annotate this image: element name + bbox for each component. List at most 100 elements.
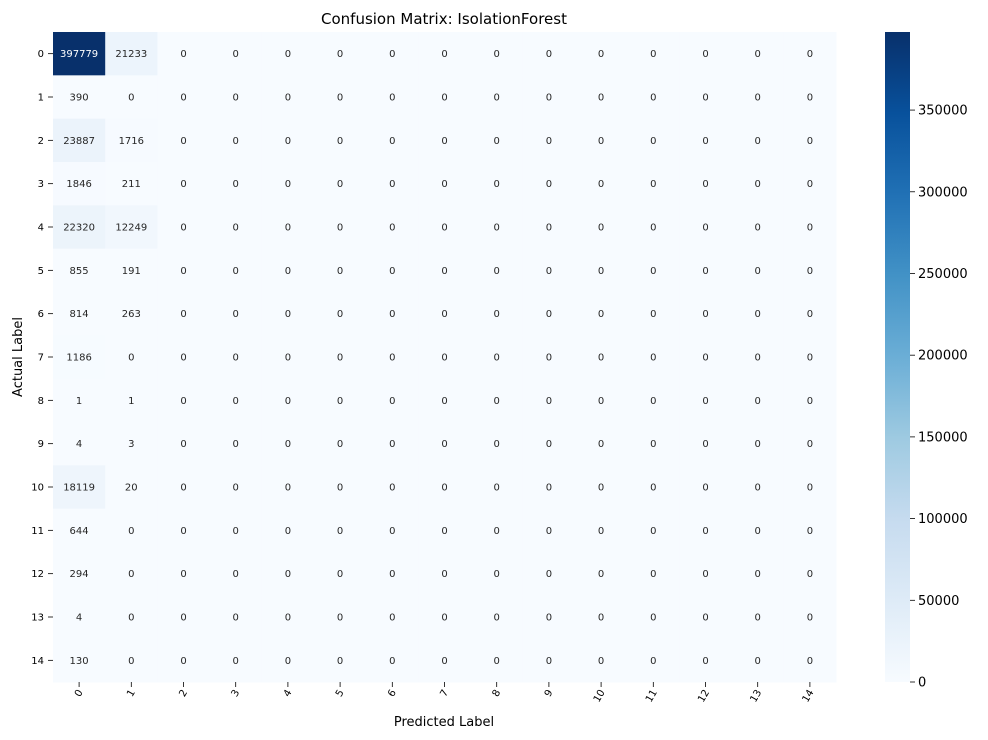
cell-value-label: 0 xyxy=(702,223,708,234)
heatmap-cell xyxy=(418,552,472,596)
cell-value-label: 0 xyxy=(389,49,395,60)
heatmap-cell xyxy=(366,118,419,163)
heatmap-cell xyxy=(783,638,837,683)
heatmap-cell xyxy=(575,335,628,380)
heatmap-cell xyxy=(53,335,106,380)
colorbar-tick-label: 200000 xyxy=(918,349,968,364)
heatmap-cell xyxy=(105,378,158,423)
heatmap-cell xyxy=(157,292,211,336)
heatmap-cell xyxy=(418,205,472,250)
heatmap-cell xyxy=(575,422,628,466)
heatmap-cell xyxy=(783,595,837,640)
heatmap-cell xyxy=(157,595,211,640)
cell-value-label: 0 xyxy=(441,569,447,580)
cell-value-label: 0 xyxy=(494,353,500,364)
cell-value-label: 0 xyxy=(598,179,604,190)
cell-value-label: 0 xyxy=(285,136,291,147)
heatmap-cell xyxy=(418,32,472,76)
y-tick-label: 13 xyxy=(31,613,44,624)
heatmap-cell xyxy=(261,75,315,120)
colorbar-tick-label: 50000 xyxy=(918,594,959,609)
cell-value-label: 0 xyxy=(441,656,447,667)
heatmap-cell xyxy=(105,162,158,206)
x-tick-label: 7 xyxy=(438,688,451,699)
cell-value-label: 0 xyxy=(702,439,708,450)
cell-value-label: 0 xyxy=(337,613,343,624)
heatmap-cell xyxy=(314,75,367,120)
cell-value-label: 0 xyxy=(180,49,186,60)
heatmap-cell xyxy=(783,32,837,76)
heatmap-cell xyxy=(418,162,472,206)
cell-value-label: 211 xyxy=(122,179,141,190)
heatmap-cell xyxy=(731,508,785,553)
cell-value-label: 0 xyxy=(702,613,708,624)
heatmap-cell xyxy=(470,465,524,510)
cell-value-label: 1716 xyxy=(119,136,144,147)
cell-value-label: 0 xyxy=(755,656,761,667)
cell-value-label: 0 xyxy=(755,569,761,580)
cell-value-label: 0 xyxy=(494,93,500,104)
cell-value-label: 0 xyxy=(494,656,500,667)
cell-value-label: 0 xyxy=(546,526,552,537)
cell-value-label: 0 xyxy=(285,396,291,407)
y-tick-label: 0 xyxy=(38,49,44,60)
heatmap-cell xyxy=(366,335,419,380)
heatmap-cell xyxy=(157,118,211,163)
cell-value-label: 0 xyxy=(337,656,343,667)
y-tick-label: 12 xyxy=(31,569,44,580)
cell-value-label: 397779 xyxy=(60,49,98,60)
heatmap-cell xyxy=(314,118,367,163)
cell-value-label: 0 xyxy=(285,483,291,494)
heatmap-cell xyxy=(522,378,576,423)
heatmap-cell xyxy=(105,465,158,510)
y-tick-label: 2 xyxy=(38,136,44,147)
cell-value-label: 0 xyxy=(285,179,291,190)
cell-value-label: 0 xyxy=(285,266,291,277)
cell-value-label: 0 xyxy=(755,266,761,277)
cell-value-label: 1186 xyxy=(66,353,91,364)
heatmap-cell xyxy=(470,75,524,120)
heatmap-cell xyxy=(209,638,263,683)
cell-value-label: 0 xyxy=(285,309,291,320)
cell-value-label: 390 xyxy=(70,93,89,104)
cell-value-label: 0 xyxy=(233,93,239,104)
cell-value-label: 0 xyxy=(702,483,708,494)
heatmap-cell xyxy=(261,422,315,466)
heatmap-cell xyxy=(470,32,524,76)
cell-value-label: 0 xyxy=(180,309,186,320)
cell-value-label: 0 xyxy=(233,353,239,364)
heatmap-cell xyxy=(575,118,628,163)
cell-value-label: 0 xyxy=(180,656,186,667)
cell-value-label: 4 xyxy=(76,439,82,450)
cell-value-label: 0 xyxy=(807,569,813,580)
heatmap-cell xyxy=(366,205,419,250)
heatmap-cell xyxy=(261,292,315,336)
cell-value-label: 0 xyxy=(337,266,343,277)
cell-value-label: 0 xyxy=(650,136,656,147)
y-tick-label: 9 xyxy=(38,439,44,450)
heatmap-cell xyxy=(53,292,106,336)
heatmap-cell xyxy=(627,248,680,293)
heatmap-cell xyxy=(575,75,628,120)
heatmap-cell xyxy=(157,422,211,466)
cell-value-label: 0 xyxy=(598,266,604,277)
cell-value-label: 0 xyxy=(546,136,552,147)
cell-value-label: 0 xyxy=(598,93,604,104)
cell-value-label: 0 xyxy=(807,93,813,104)
heatmap-cell xyxy=(679,75,733,120)
x-tick-label: 3 xyxy=(230,688,243,699)
x-tick-label: 6 xyxy=(386,688,399,699)
cell-value-label: 0 xyxy=(546,656,552,667)
cell-value-label: 0 xyxy=(389,223,395,234)
heatmap-cell xyxy=(157,335,211,380)
heatmap-cell xyxy=(261,378,315,423)
cell-value-label: 0 xyxy=(180,179,186,190)
heatmap-cell xyxy=(314,508,367,553)
x-tick-label: 11 xyxy=(644,688,660,705)
heatmap-cell xyxy=(627,552,680,596)
cell-value-label: 0 xyxy=(807,613,813,624)
heatmap-cell xyxy=(366,422,419,466)
heatmap-cell xyxy=(627,638,680,683)
cell-value-label: 0 xyxy=(441,526,447,537)
